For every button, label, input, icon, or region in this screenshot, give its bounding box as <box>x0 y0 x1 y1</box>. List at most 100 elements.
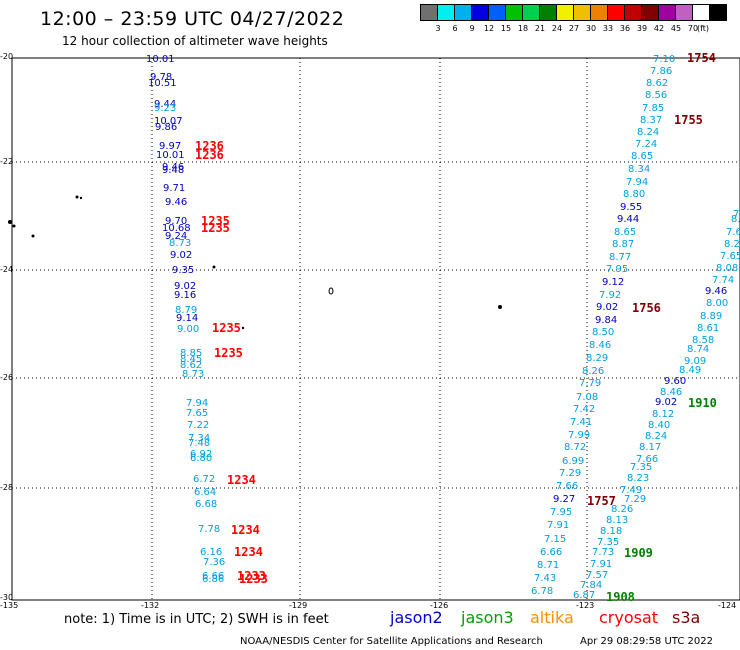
island <box>8 220 12 224</box>
wave-height-value: 8.1 <box>731 214 740 225</box>
pass-time-label: 1233 <box>237 569 266 583</box>
wave-height-value: 7.66 <box>636 454 659 465</box>
wave-height-value: 6.99 <box>562 456 585 467</box>
lat-tick-label: -28 <box>0 483 14 492</box>
legend-altika: altika <box>530 608 574 627</box>
wave-height-value: 9.78 <box>150 72 173 83</box>
pass-time-label: 1235 <box>214 346 243 360</box>
wave-height-value: 7.24 <box>635 139 658 150</box>
pass-time-label: 1234 <box>234 545 263 559</box>
wave-height-value: 6.66 <box>540 547 563 558</box>
wave-height-value: 9.71 <box>163 183 186 194</box>
wave-height-value: 8.73 <box>169 238 192 249</box>
wave-height-value: 7.35 <box>630 462 653 473</box>
wave-height-value: 9.97 <box>159 141 182 152</box>
wave-height-value: 7.86 <box>650 66 673 77</box>
scale-swatch <box>471 4 489 21</box>
pass-time-label: 1757 <box>587 494 616 508</box>
scale-swatch <box>420 4 438 21</box>
footer-note: note: 1) Time is in UTC; 2) SWH is in fe… <box>64 612 329 627</box>
pass-time-label: 1236 <box>195 148 224 162</box>
wave-height-value: 7.92 <box>599 290 622 301</box>
lon-tick-label: -126 <box>430 601 449 610</box>
scale-label: 12 <box>483 24 495 33</box>
wave-height-value: 8.87 <box>612 239 635 250</box>
lat-tick-label: -30 <box>0 593 14 602</box>
wave-height-value: 9.70 <box>165 216 188 227</box>
scale-swatch <box>692 4 710 21</box>
scale-swatch <box>573 4 591 21</box>
pass-time-label: 1233 <box>239 572 268 586</box>
legend-jason2: jason2 <box>390 608 443 627</box>
wave-height-value: 8.00 <box>706 298 729 309</box>
lat-tick-label: -26 <box>0 373 14 382</box>
island <box>212 265 216 269</box>
wave-height-value: 8.24 <box>637 127 660 138</box>
scale-label: 36 <box>619 24 631 33</box>
wave-height-value: 9.44 <box>154 99 177 110</box>
wave-height-value: 8.85 <box>180 348 203 359</box>
scale-swatch <box>539 4 557 21</box>
lon-tick-label: -124 <box>718 601 737 610</box>
wave-height-value: 9.46 <box>162 162 185 173</box>
lon-tick-label: -123 <box>576 601 595 610</box>
wave-height-value: 9.23 <box>154 103 177 114</box>
wave-height-value: 8.62 <box>180 360 203 371</box>
wave-height-value: 7.29 <box>624 494 647 505</box>
scale-label: 70 <box>687 24 699 33</box>
wave-height-value: 7.85 <box>642 103 665 114</box>
wave-height-value: 7.66 <box>556 481 579 492</box>
lat-tick-label: -20 <box>0 52 14 61</box>
wave-height-value: 10.51 <box>148 78 177 89</box>
scale-swatch <box>522 4 540 21</box>
lat-tick-label: -24 <box>0 265 14 274</box>
scale-swatch <box>488 4 506 21</box>
scale-swatch <box>454 4 472 21</box>
wave-height-value: 9.09 <box>684 356 707 367</box>
timestamp: Apr 29 08:29:58 UTC 2022 <box>580 636 713 647</box>
wave-height-value: 8.71 <box>537 560 560 571</box>
wave-height-value: 7.8 <box>733 209 740 220</box>
wave-height-value: 8.13 <box>606 515 629 526</box>
scale-swatch <box>624 4 642 21</box>
wave-height-value: 7.91 <box>590 559 613 570</box>
wave-height-value: 7.94 <box>626 177 649 188</box>
pass-time-label: 1236 <box>195 139 224 153</box>
wave-height-value: 7.43 <box>534 573 557 584</box>
wave-height-value: 7.48 <box>188 438 211 449</box>
wave-height-value: 8.23 <box>627 473 650 484</box>
scale-swatch <box>505 4 523 21</box>
pass-time-label: 1756 <box>632 301 661 315</box>
wave-height-value: 6.64 <box>194 487 217 498</box>
scale-swatch <box>437 4 455 21</box>
wave-height-value: 8.72 <box>564 442 587 453</box>
wave-height-value: 10.01 <box>146 54 175 65</box>
wave-height-value: 7.78 <box>198 524 221 535</box>
wave-height-value: 9.27 <box>553 494 576 505</box>
wave-height-value: 7.42 <box>573 404 596 415</box>
wave-height-value: 7.41 <box>570 417 593 428</box>
scale-label: 45 <box>670 24 682 33</box>
wave-height-value: 8.77 <box>609 252 632 263</box>
scale-label: 3 <box>435 24 441 33</box>
wave-height-value: 8.24 <box>724 239 740 250</box>
wave-height-value: 8.65 <box>614 227 637 238</box>
wave-height-value: 7.60 <box>726 227 740 238</box>
scale-swatch <box>556 4 574 21</box>
pass-time-label: 1235 <box>201 221 230 235</box>
wave-height-value: 8.73 <box>182 369 205 380</box>
wave-height-value: 9.60 <box>664 376 687 387</box>
map-title: 12:00 – 23:59 UTC 04/27/2022 <box>40 8 345 30</box>
scale-label: 30 <box>585 24 597 33</box>
wave-height-value: 7.34 <box>188 433 211 444</box>
wave-height-value: 9.02 <box>170 250 193 261</box>
wave-height-value: 8.61 <box>697 323 720 334</box>
scale-label: 24 <box>551 24 563 33</box>
lon-tick-label: -132 <box>141 601 160 610</box>
wave-height-value: 7.08 <box>576 392 599 403</box>
wave-height-value: 6.80 <box>190 453 213 464</box>
wave-height-value: 6.72 <box>193 474 216 485</box>
scale-label: 9 <box>469 24 475 33</box>
scale-label: 21 <box>534 24 546 33</box>
